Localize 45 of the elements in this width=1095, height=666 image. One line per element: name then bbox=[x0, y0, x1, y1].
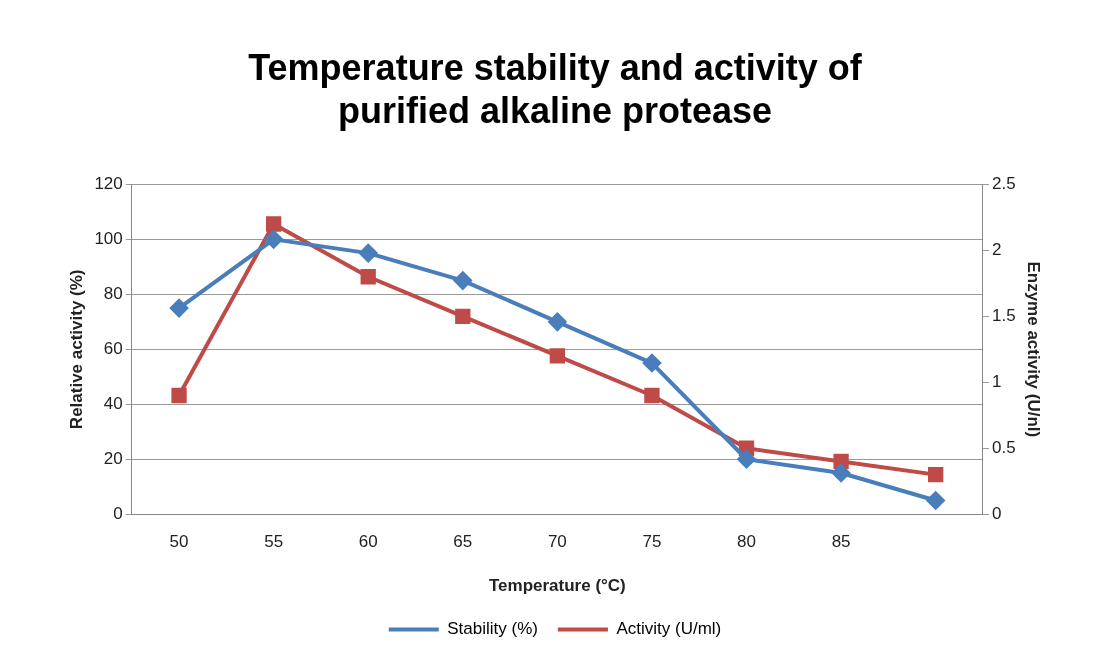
y-tick-label: 60 bbox=[103, 338, 123, 358]
x-tick-label: 50 bbox=[169, 532, 189, 552]
y2-tick-label: 0 bbox=[991, 503, 1002, 523]
y-tick-label: 40 bbox=[103, 393, 123, 413]
y2-tick-label: 1.5 bbox=[991, 306, 1016, 326]
point bbox=[264, 230, 283, 249]
y2-tick-label: 1 bbox=[991, 371, 1002, 391]
legend-label: Stability (%) bbox=[447, 619, 538, 639]
point bbox=[360, 269, 376, 285]
y2-tick-label: 2.5 bbox=[991, 174, 1016, 194]
point bbox=[926, 491, 945, 510]
point bbox=[455, 308, 471, 324]
y-tick-label: 0 bbox=[113, 503, 123, 523]
y2-axis-title: Enzyme activity (U/nl) bbox=[1024, 261, 1044, 438]
point bbox=[833, 453, 849, 470]
point bbox=[928, 466, 944, 483]
x-tick-label: 55 bbox=[264, 532, 284, 552]
x-tick-label: 60 bbox=[358, 532, 378, 552]
y-tick-label: 20 bbox=[103, 448, 123, 468]
x-tick-label: 80 bbox=[737, 532, 756, 552]
y-tick-label: 100 bbox=[94, 229, 123, 249]
y-tick-label: 120 bbox=[94, 174, 123, 194]
point bbox=[548, 312, 567, 331]
point bbox=[359, 244, 378, 263]
y2-tick-label: 0.5 bbox=[991, 437, 1016, 457]
point bbox=[642, 354, 661, 373]
legend-label: Activity (U/ml) bbox=[616, 619, 722, 639]
text: Temperature stability and activity of bbox=[248, 46, 862, 88]
x-axis-title: Temperature (°C) bbox=[488, 576, 626, 596]
point bbox=[171, 387, 187, 404]
point bbox=[644, 387, 660, 404]
y-axis-title: Relative activity (%) bbox=[66, 269, 86, 430]
x-tick-label: 70 bbox=[547, 532, 567, 552]
x-tick-label: 75 bbox=[642, 532, 662, 552]
x-tick-label: 85 bbox=[831, 532, 851, 552]
x-tick-label: 65 bbox=[453, 532, 473, 552]
point bbox=[832, 463, 851, 482]
point bbox=[453, 271, 472, 290]
point bbox=[170, 299, 189, 318]
y-tick-label: 80 bbox=[103, 284, 123, 304]
point bbox=[737, 450, 756, 469]
y2-tick-label: 2 bbox=[991, 240, 1002, 260]
point bbox=[549, 348, 566, 364]
point bbox=[265, 216, 282, 232]
text: purified alkaline protease bbox=[337, 89, 773, 131]
